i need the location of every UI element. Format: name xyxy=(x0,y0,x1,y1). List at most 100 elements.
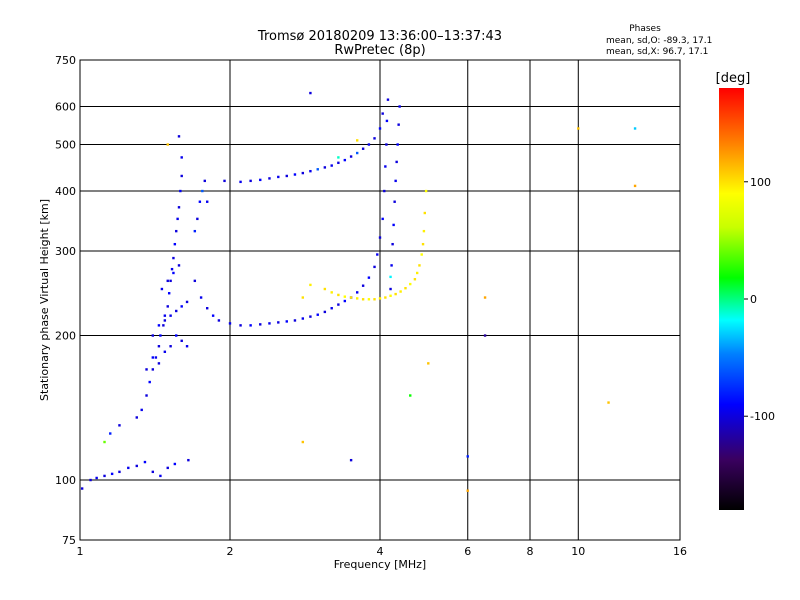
data-point xyxy=(466,455,469,458)
data-point xyxy=(127,466,130,470)
data-point xyxy=(424,189,428,193)
chart-subtitle: RwPretec (8p) xyxy=(334,43,425,58)
data-point xyxy=(175,309,178,313)
data-point xyxy=(151,368,155,371)
data-point xyxy=(203,179,206,183)
data-point xyxy=(166,279,169,283)
data-point xyxy=(409,394,412,397)
data-point xyxy=(89,478,92,482)
data-point xyxy=(160,287,164,291)
phase-line-x: mean, sd,X: 96.7, 17.1 xyxy=(606,47,708,57)
data-point xyxy=(172,256,175,260)
data-point xyxy=(249,179,252,183)
data-point xyxy=(309,315,312,318)
data-point xyxy=(198,200,202,203)
data-point xyxy=(378,127,382,130)
data-point xyxy=(349,458,353,462)
data-point xyxy=(633,184,637,188)
scatter-points xyxy=(80,91,637,492)
data-point xyxy=(367,143,371,146)
data-point xyxy=(180,174,183,178)
data-point xyxy=(376,253,379,256)
data-point xyxy=(173,462,177,466)
data-point xyxy=(361,284,365,287)
data-point xyxy=(268,322,271,325)
data-point xyxy=(386,98,390,101)
data-point xyxy=(316,313,319,316)
data-point xyxy=(483,334,487,337)
data-point xyxy=(393,200,396,203)
x-tick-label: 6 xyxy=(464,545,471,558)
data-point xyxy=(343,295,347,298)
data-point xyxy=(169,314,172,317)
data-point xyxy=(239,324,242,327)
data-point xyxy=(337,156,340,159)
data-point xyxy=(367,298,371,301)
data-point xyxy=(145,368,148,371)
data-point xyxy=(378,236,382,239)
data-point xyxy=(140,408,143,412)
data-point xyxy=(148,380,151,384)
data-point xyxy=(355,297,359,300)
data-point xyxy=(159,334,162,337)
data-point xyxy=(110,472,114,476)
data-point xyxy=(422,229,426,233)
data-point xyxy=(259,178,262,182)
data-point xyxy=(166,143,169,146)
data-point xyxy=(330,307,333,310)
data-point xyxy=(173,242,177,246)
data-point xyxy=(228,322,232,325)
data-point xyxy=(103,440,106,444)
data-point xyxy=(337,293,340,297)
data-point xyxy=(323,287,327,291)
data-point xyxy=(420,253,423,256)
data-point xyxy=(143,460,147,464)
data-point xyxy=(607,401,610,404)
data-point xyxy=(418,264,421,267)
data-point xyxy=(172,271,175,275)
data-point xyxy=(378,297,382,300)
data-point xyxy=(293,319,297,322)
data-point xyxy=(285,174,288,178)
data-point xyxy=(423,211,426,215)
data-point xyxy=(95,476,98,480)
data-point xyxy=(176,217,179,221)
data-point xyxy=(103,474,106,478)
data-point xyxy=(177,206,181,209)
data-point xyxy=(196,217,199,221)
data-point xyxy=(167,292,171,295)
data-point xyxy=(180,156,183,159)
data-point xyxy=(389,275,392,279)
data-point xyxy=(309,91,312,95)
data-point xyxy=(154,356,158,359)
data-point xyxy=(343,158,347,162)
colorbar xyxy=(719,88,744,510)
data-point xyxy=(466,489,469,492)
x-tick-label: 4 xyxy=(377,545,384,558)
data-point xyxy=(211,314,215,317)
data-point xyxy=(151,356,155,359)
data-point xyxy=(151,470,155,474)
data-point xyxy=(389,294,392,297)
data-point xyxy=(355,139,359,142)
data-point xyxy=(179,189,182,193)
data-point xyxy=(118,470,121,474)
data-point xyxy=(239,180,242,184)
data-point xyxy=(145,394,148,397)
data-point xyxy=(394,179,397,183)
data-point xyxy=(301,317,305,320)
data-point xyxy=(166,466,169,470)
data-point xyxy=(118,424,121,427)
y-tick-label: 100 xyxy=(55,474,76,487)
plot-frame xyxy=(79,59,681,541)
data-point xyxy=(349,296,353,299)
data-point xyxy=(193,279,197,283)
data-point xyxy=(80,487,84,490)
data-point xyxy=(633,127,637,130)
data-point xyxy=(384,296,387,299)
data-point xyxy=(151,334,155,337)
data-point xyxy=(163,314,167,317)
data-point xyxy=(223,179,226,183)
data-point xyxy=(384,165,387,168)
